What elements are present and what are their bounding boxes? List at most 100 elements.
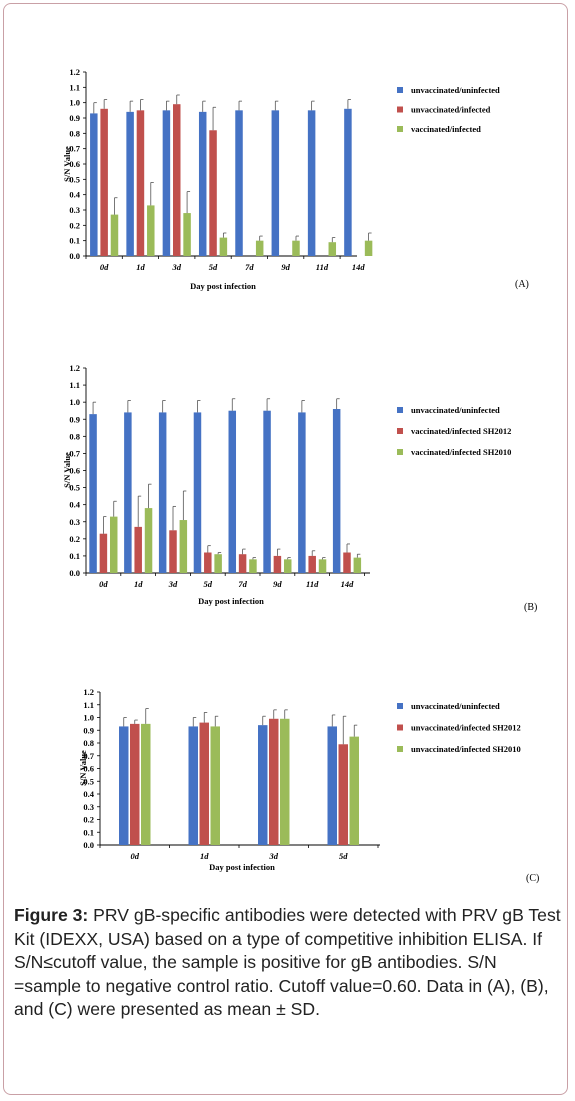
panel-1-bar (364, 240, 373, 256)
panel-3-bar (349, 736, 359, 845)
panel-2-legend-label: vaccinated/infected SH2012 (411, 426, 511, 436)
panel-1-ytick-label: 1.2 (69, 67, 80, 77)
panel-1-bar (209, 130, 217, 256)
panel-1-bar (90, 113, 98, 257)
panel-3-bar (141, 723, 151, 845)
panel-2-bar (343, 552, 351, 573)
panel-3-ytick-label: 1.0 (83, 713, 94, 723)
panel-1-category-label: 0d (100, 262, 109, 272)
panel-2-category-label: 7d (238, 579, 247, 589)
panel-1-bar (126, 111, 134, 256)
panel-1-label: (A) (515, 279, 529, 290)
panel-2-legend-swatch (397, 407, 403, 413)
panel-2-label: (B) (524, 602, 537, 613)
panel-2-ytick-label: 0.3 (69, 517, 80, 527)
panel-2-ytick-label: 0.6 (69, 466, 80, 476)
panel-3-bar (130, 723, 140, 845)
panel-2-legend-swatch (397, 449, 403, 455)
panel-3-legend-label: unvaccinated/infected SH2010 (411, 744, 521, 754)
panel-2-bar (263, 410, 271, 573)
panel-1-y-axis-title: S/N Value (62, 146, 72, 182)
panel-2-bar (298, 412, 306, 573)
panel-3-x-axis-title: Day post infection (209, 862, 275, 872)
panel-1-ytick-label: 0.4 (69, 190, 80, 200)
panel-1-ytick-label: 0.1 (69, 236, 80, 246)
panel-2-category-label: 3d (168, 579, 178, 589)
panel-2-ytick-label: 0.9 (69, 414, 80, 424)
panel-1-ytick-label: 1.1 (69, 82, 80, 92)
panel-1-ytick-label: 0.3 (69, 205, 80, 215)
panel-2-ytick-label: 0.0 (69, 568, 80, 578)
panel-1-bar (136, 110, 145, 256)
caption-text: PRV gB-specific antibodies were detected… (14, 905, 561, 1020)
panel-1-ytick-label: 0.2 (69, 220, 80, 230)
panel-1-category-label: 14d (352, 262, 366, 272)
panel-1-ytick-label: 0.0 (69, 251, 80, 261)
panel-3-y-axis-title: S/N Value (78, 750, 88, 786)
panel-2-bar (134, 526, 142, 573)
panel-1-legend-label: unvaccinated/infected (411, 105, 491, 115)
panel-3-ytick-label: 0.8 (83, 738, 94, 748)
panel-3-ytick-label: 0.2 (83, 815, 94, 825)
panel-3-bar (327, 726, 337, 845)
panel-1-bar (162, 110, 171, 256)
panel-2-category-label: 9d (273, 579, 282, 589)
panel-2-ytick-label: 0.1 (69, 551, 80, 561)
panel-1-category-label: 5d (209, 262, 218, 272)
panel-2-ytick-label: 0.4 (69, 500, 80, 510)
panel-2-bar (318, 559, 327, 573)
figure-caption: Figure 3: PRV gB-specific antibodies wer… (14, 904, 562, 1022)
panel-3-bar (338, 744, 348, 845)
panel-1-bar (173, 104, 181, 256)
caption-label: Figure 3: (14, 905, 89, 925)
panel-2-bar (214, 554, 222, 573)
panel-1-ytick-label: 0.7 (69, 144, 80, 154)
panel-2-category-label: 1d (134, 579, 143, 589)
panel-2-bar (99, 533, 108, 573)
panel-2-bar (179, 520, 188, 573)
panel-3-category-label: 0d (131, 851, 140, 861)
panel-3-legend-label: unvaccinated/infected SH2012 (411, 723, 521, 733)
panel-1-category-label: 7d (245, 262, 254, 272)
panel-2-bar (273, 555, 282, 573)
panel-2-category-label: 14d (341, 579, 355, 589)
panel-3-ytick-label: 0.6 (83, 764, 94, 774)
panel-3-ytick-label: 0.7 (83, 751, 94, 761)
panel-1-bar (198, 111, 207, 256)
panel-1-ytick-label: 0.5 (69, 174, 80, 184)
panel-3-bar (280, 718, 290, 845)
panel-1-legend-swatch (397, 87, 403, 93)
panel-3-bar (188, 726, 198, 845)
panel-1-x-axis-title: Day post infection (190, 281, 256, 291)
panel-2-bar (308, 555, 316, 573)
panel-2-category-label: 5d (204, 579, 213, 589)
panel-1-category-label: 9d (281, 262, 290, 272)
panel-2-bar (169, 530, 177, 573)
panel-1-bar (219, 237, 228, 256)
panel-3-category-label: 1d (200, 851, 209, 861)
panel-3-ytick-label: 1.1 (83, 700, 94, 710)
panel-3-ytick-label: 1.2 (83, 687, 94, 697)
panel-3-legend-label: unvaccinated/uninfected (411, 701, 500, 711)
panel-2-bar (144, 508, 153, 573)
panel-1-bar (271, 110, 280, 256)
panel-2-legend-label: vaccinated/infected SH2010 (411, 447, 511, 457)
panel-1-legend-swatch (397, 106, 403, 113)
panel-2-category-label: 0d (99, 579, 108, 589)
panel-1-bar (307, 110, 316, 256)
panel-1-bar (344, 108, 352, 256)
panel-2-ytick-label: 0.7 (69, 448, 80, 458)
panel-1-bar (255, 240, 264, 256)
panel-2-bar (249, 559, 257, 573)
figure-charts: 0.0 0.1 0.2 0.3 0.4 0.5 0.6 0.7 0.8 0.9 1.0 1.1 1.2 0… (62, 67, 539, 884)
panel-1-category-label: 3d (172, 262, 182, 272)
panel-2-x-axis-title: Day post infection (198, 596, 264, 606)
panel-1-bar (100, 108, 108, 256)
panel-3-label: (C) (526, 873, 539, 884)
panel-2-bar (238, 554, 247, 573)
panel-1-ytick-label: 1.0 (69, 98, 80, 108)
panel-1-ytick-label: 0.8 (69, 128, 80, 138)
panel-2-bar (228, 410, 237, 573)
panel-3-legend-swatch (397, 724, 403, 731)
panel-1-category-label: 11d (316, 262, 329, 272)
